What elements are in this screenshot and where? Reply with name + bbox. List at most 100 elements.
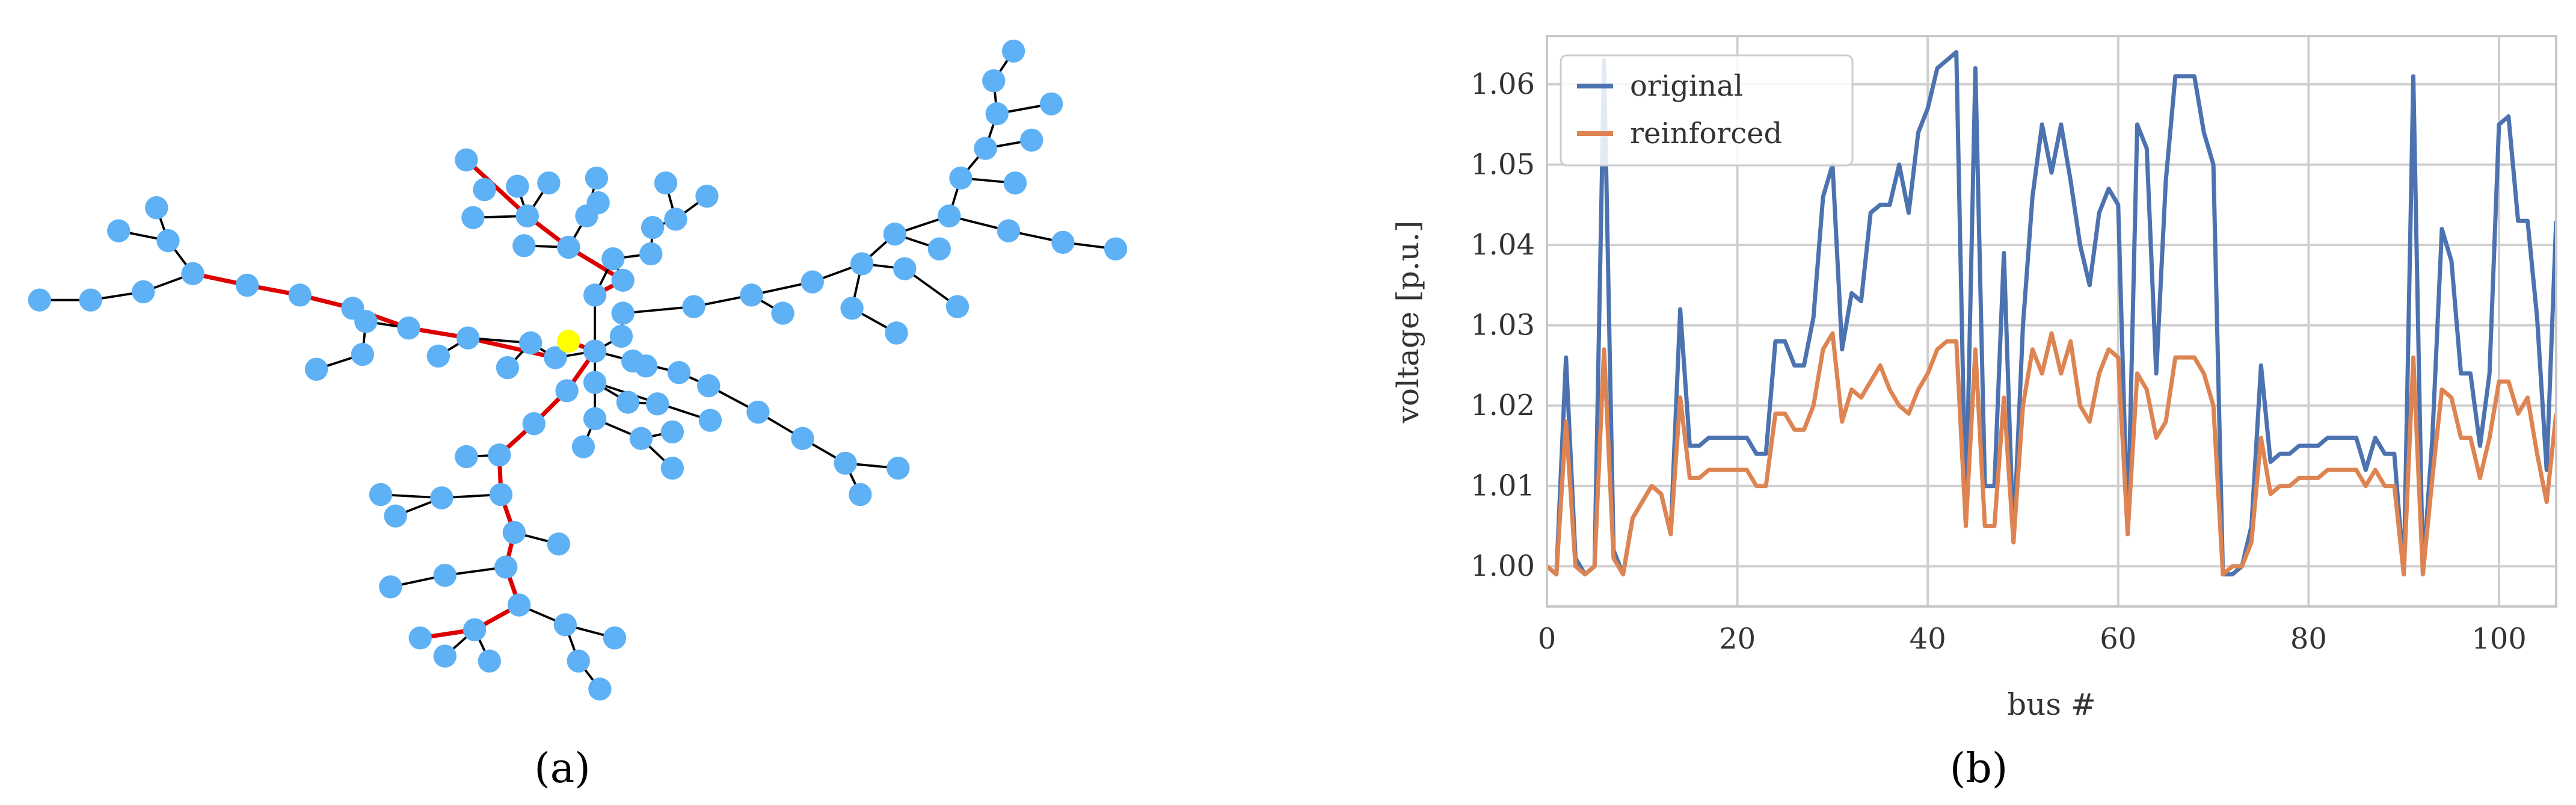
network-node	[667, 361, 691, 384]
network-node	[585, 166, 609, 190]
network-node	[639, 242, 663, 266]
network-node	[489, 483, 513, 507]
y-tick-label: 1.06	[1471, 67, 1535, 101]
network-node	[634, 354, 658, 378]
network-node	[695, 184, 719, 208]
y-tick-label: 1.01	[1471, 469, 1535, 503]
network-node	[588, 677, 612, 701]
network-node	[145, 196, 168, 220]
network-node	[107, 219, 131, 242]
network-node	[351, 342, 374, 366]
network-node	[571, 435, 595, 458]
network-node	[426, 344, 450, 368]
network-node	[682, 295, 705, 318]
series-line-reinforced	[1547, 331, 2556, 577]
network-node	[885, 321, 908, 345]
network-node	[496, 356, 520, 380]
network-node	[354, 310, 378, 333]
y-tick-label: 1.00	[1471, 549, 1535, 583]
network-edge	[622, 305, 694, 315]
network-node	[746, 400, 770, 424]
network-node	[985, 102, 1009, 126]
legend-label-reinforced: reinforced	[1630, 117, 1782, 150]
legend-label-original: original	[1630, 69, 1743, 103]
network-edges	[39, 50, 1116, 690]
network-node	[611, 268, 635, 292]
chart-legend: original reinforced	[1560, 54, 1854, 167]
plot-frame	[1546, 35, 2557, 608]
network-node	[455, 148, 478, 171]
network-node	[945, 295, 970, 318]
network-node	[384, 504, 407, 528]
network-node	[1104, 237, 1128, 261]
y-tick-label: 1.03	[1471, 309, 1535, 342]
network-node	[660, 456, 684, 480]
network-graph-panel	[28, 39, 1128, 701]
network-node	[369, 483, 393, 507]
network-node	[616, 390, 640, 414]
x-tick-label: 80	[2290, 622, 2327, 656]
network-node	[455, 445, 478, 469]
network-node	[1039, 92, 1063, 116]
network-node	[849, 483, 872, 507]
network-node	[646, 392, 669, 416]
network-node	[1003, 171, 1027, 195]
network-node	[697, 374, 721, 398]
network-node	[397, 316, 420, 340]
network-node	[664, 208, 687, 231]
network-node	[583, 371, 607, 394]
slack-node	[557, 330, 580, 353]
y-tick-label: 1.05	[1471, 148, 1535, 182]
network-node	[555, 379, 579, 402]
x-tick-labels: 0 20 40 60 80 100	[1538, 622, 2527, 656]
reinforced-edge	[465, 158, 529, 218]
network-node	[522, 412, 546, 436]
network-node	[771, 301, 795, 325]
network-node	[1001, 39, 1025, 63]
network-node	[641, 215, 665, 239]
network-node	[519, 331, 543, 355]
network-node	[537, 171, 561, 195]
network-node	[609, 324, 633, 348]
network-node	[507, 593, 531, 617]
network-node	[544, 346, 567, 369]
network-node	[740, 283, 763, 307]
network-node	[997, 219, 1021, 242]
network-node	[181, 262, 204, 286]
network-node	[502, 520, 526, 544]
network-node	[28, 288, 51, 312]
y-axis-label: voltage [p.u.]	[1391, 221, 1425, 424]
network-node	[887, 456, 910, 480]
network-node	[488, 443, 511, 467]
network-node	[463, 618, 487, 641]
network-node	[557, 235, 580, 259]
network-node	[949, 166, 973, 190]
network-node	[567, 649, 590, 673]
network-node	[883, 222, 906, 246]
network-node	[478, 649, 501, 673]
network-node	[583, 283, 607, 307]
network-node	[893, 257, 917, 280]
x-tick-label: 20	[1719, 622, 1756, 656]
y-tick-labels: 1.00 1.01 1.02 1.03 1.04 1.05 1.06	[1471, 67, 1535, 583]
network-node	[791, 427, 814, 451]
network-node	[515, 204, 539, 228]
x-tick-label: 40	[1910, 622, 1946, 656]
network-node	[660, 420, 684, 444]
y-tick-label: 1.04	[1471, 228, 1535, 262]
network-node	[927, 237, 951, 261]
network-node	[553, 613, 577, 637]
network-node	[583, 339, 607, 363]
network-node	[547, 532, 571, 556]
network-node	[698, 409, 722, 432]
series-line-original	[1547, 50, 2556, 577]
x-axis-label: bus #	[2007, 687, 2096, 722]
network-node	[235, 273, 259, 297]
x-tick-label: 100	[2471, 622, 2527, 656]
network-node	[461, 206, 485, 229]
network-node	[575, 204, 598, 228]
network-node	[583, 407, 607, 431]
voltage-chart: 1.00 1.01 1.02 1.03 1.04 1.05 1.06 0 20 40 60 80 10…	[1391, 35, 2557, 722]
network-node	[629, 427, 653, 451]
network-node	[1020, 128, 1044, 152]
